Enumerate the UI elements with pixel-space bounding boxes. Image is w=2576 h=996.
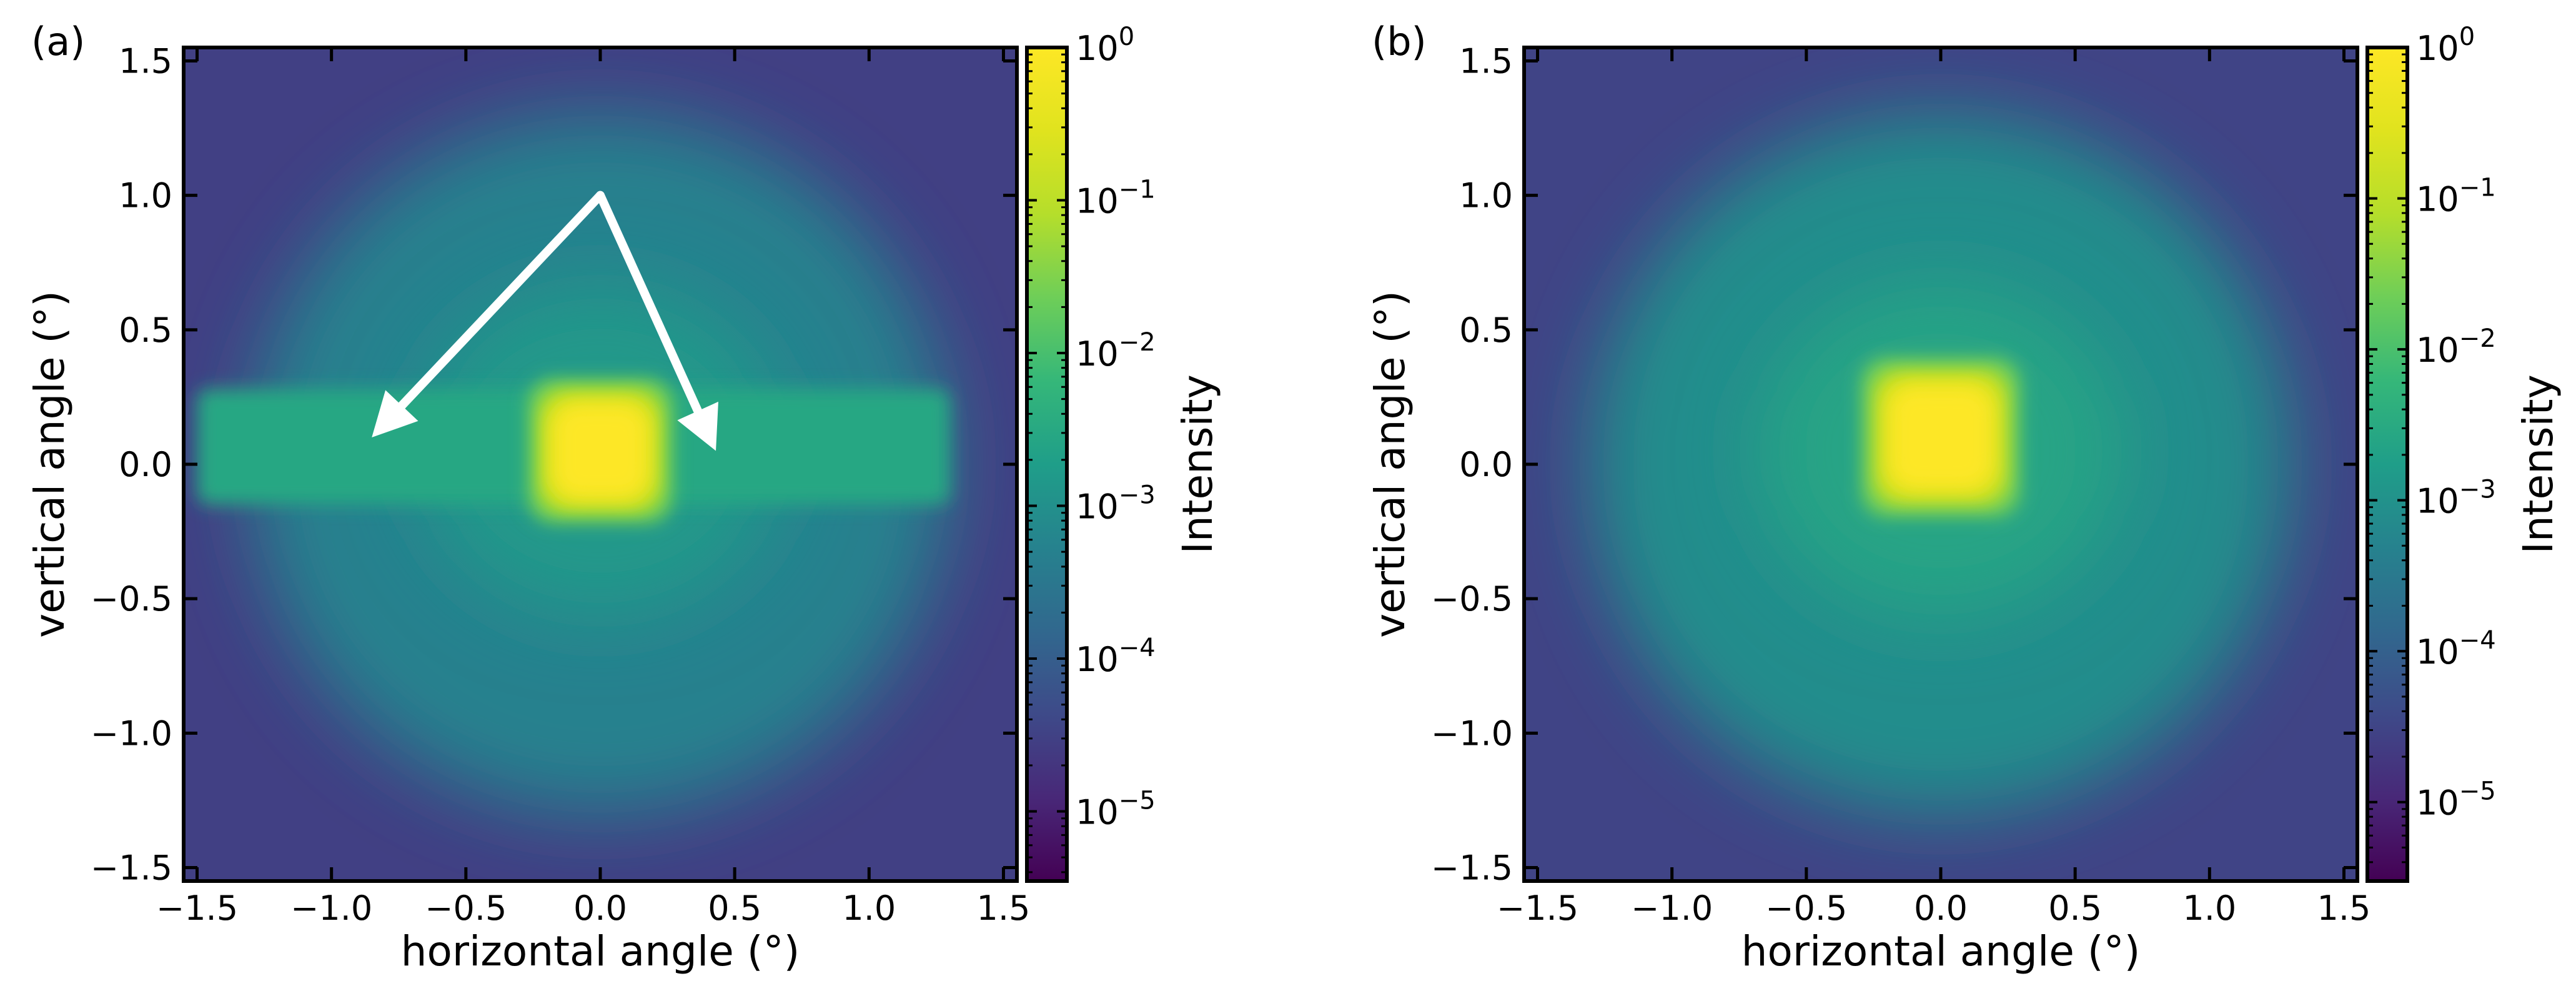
y-tick-label: 0.5: [1459, 311, 1513, 350]
y-axis-label: vertical angle (°): [26, 291, 74, 638]
x-tick-label: −1.5: [1497, 889, 1578, 928]
x-tick-label: 1.0: [842, 889, 896, 928]
y-tick-label: −1.5: [91, 848, 172, 887]
arrow-shaft: [397, 191, 605, 411]
y-tick-label: −1.5: [1431, 848, 1513, 887]
colorbar-tick-label: 10−2: [2416, 324, 2496, 370]
x-tick-label: −1.5: [156, 889, 238, 928]
y-tick-label: −1.0: [1431, 714, 1513, 753]
x-tick-label: 1.0: [2182, 889, 2236, 928]
colorbar-tick-label: 10−4: [1076, 634, 1156, 679]
panel-label: (a): [31, 19, 85, 64]
x-axis-ticks: −1.5 −1.0 −0.5 0.0 0.5 1.0 1.5: [1497, 47, 2370, 928]
heatmap-features: [1590, 114, 2291, 815]
panel-a: (a) −1.5 −1.0 −0.5 0.0 0.5 1.0 1.5 1.5 1.0 0.5 0.…: [26, 19, 1222, 975]
heatmap-image: [184, 47, 1017, 881]
colorbar-tick-label: 10−5: [1076, 787, 1156, 832]
x-tick-label: 0.0: [573, 889, 627, 928]
annotation-arrows: [372, 191, 718, 451]
y-tick-label: −0.5: [91, 579, 172, 619]
colorbar-tick-label: 10−5: [2416, 777, 2496, 823]
arrow-head: [372, 390, 419, 437]
y-axis-label: vertical angle (°): [1366, 291, 1414, 638]
colorbar-frame: [1025, 46, 1069, 883]
x-tick-label: −0.5: [1765, 889, 1847, 928]
x-tick-label: 0.5: [2048, 889, 2102, 928]
colorbar-tick-label: 10−1: [2416, 174, 2496, 219]
y-tick-label: 0.0: [1459, 445, 1513, 484]
arrow-shaft: [596, 191, 703, 416]
x-tick-label: −0.5: [425, 889, 507, 928]
panel-b: (b) −1.5 −1.0 −0.5 0.0 0.5 1.0 1.5 1.5 1.0 0.5 0.…: [1366, 19, 2562, 975]
y-axis-ticks: 1.5 1.0 0.5 0.0 −0.5 −1.0 −1.5: [91, 42, 1017, 887]
y-axis-ticks: 1.5 1.0 0.5 0.0 −0.5 −1.0 −1.5: [1431, 42, 2357, 887]
central-spot-layer: [554, 405, 646, 497]
y-tick-label: 1.0: [119, 176, 172, 216]
colorbar-ticks: 100 10−1 10−2 10−3 10−4 10−5: [1027, 22, 1156, 874]
x-tick-label: −1.0: [290, 889, 372, 928]
colorbar-tick-label: 10−2: [1076, 328, 1156, 374]
heatmap-features: [197, 114, 951, 815]
x-tick-label: −1.0: [1631, 889, 1713, 928]
colorbar-tick-label: 100: [1076, 22, 1134, 68]
colorbar-gradient: [2367, 47, 2407, 881]
colorbar-label: Intensity: [1174, 374, 1222, 554]
colorbar: 100 10−1 10−2 10−3 10−4 10−5 Intensity: [1025, 22, 1222, 883]
y-tick-label: 1.0: [1459, 176, 1513, 216]
heatmap-image: [1524, 47, 2357, 881]
y-tick-label: 0.5: [119, 311, 172, 350]
colorbar-tick-label: 10−4: [2416, 626, 2496, 672]
colorbar-label: Intensity: [2514, 374, 2562, 554]
x-tick-label: 0.5: [708, 889, 761, 928]
arrow-head: [677, 401, 718, 451]
x-tick-label: 1.5: [977, 889, 1031, 928]
panel-label: (b): [1372, 19, 1427, 64]
y-tick-label: 1.5: [119, 42, 172, 81]
colorbar: 100 10−1 10−2 10−3 10−4 10−5 Intensity: [2365, 22, 2562, 883]
x-tick-label: 0.0: [1914, 889, 1968, 928]
x-axis-label: horizontal angle (°): [401, 927, 800, 975]
y-tick-label: 0.0: [119, 445, 172, 484]
colorbar-tick-label: 10−3: [1076, 481, 1156, 527]
x-axis-label: horizontal angle (°): [1741, 927, 2141, 975]
colorbar-frame: [2365, 46, 2409, 883]
x-axis-ticks: −1.5 −1.0 −0.5 0.0 0.5 1.0 1.5: [156, 47, 1030, 928]
y-tick-label: −0.5: [1431, 579, 1513, 619]
colorbar-ticks: 100 10−1 10−2 10−3 10−4 10−5: [2367, 22, 2496, 882]
colorbar-tick-label: 100: [2416, 22, 2475, 68]
x-tick-label: 1.5: [2317, 889, 2371, 928]
colorbar-tick-label: 10−1: [1076, 176, 1156, 221]
colorbar-gradient: [1027, 47, 1067, 881]
y-tick-label: 1.5: [1459, 42, 1513, 81]
central-spot-layer: [1890, 387, 1991, 488]
y-tick-label: −1.0: [91, 714, 172, 753]
colorbar-tick-label: 10−3: [2416, 476, 2496, 521]
